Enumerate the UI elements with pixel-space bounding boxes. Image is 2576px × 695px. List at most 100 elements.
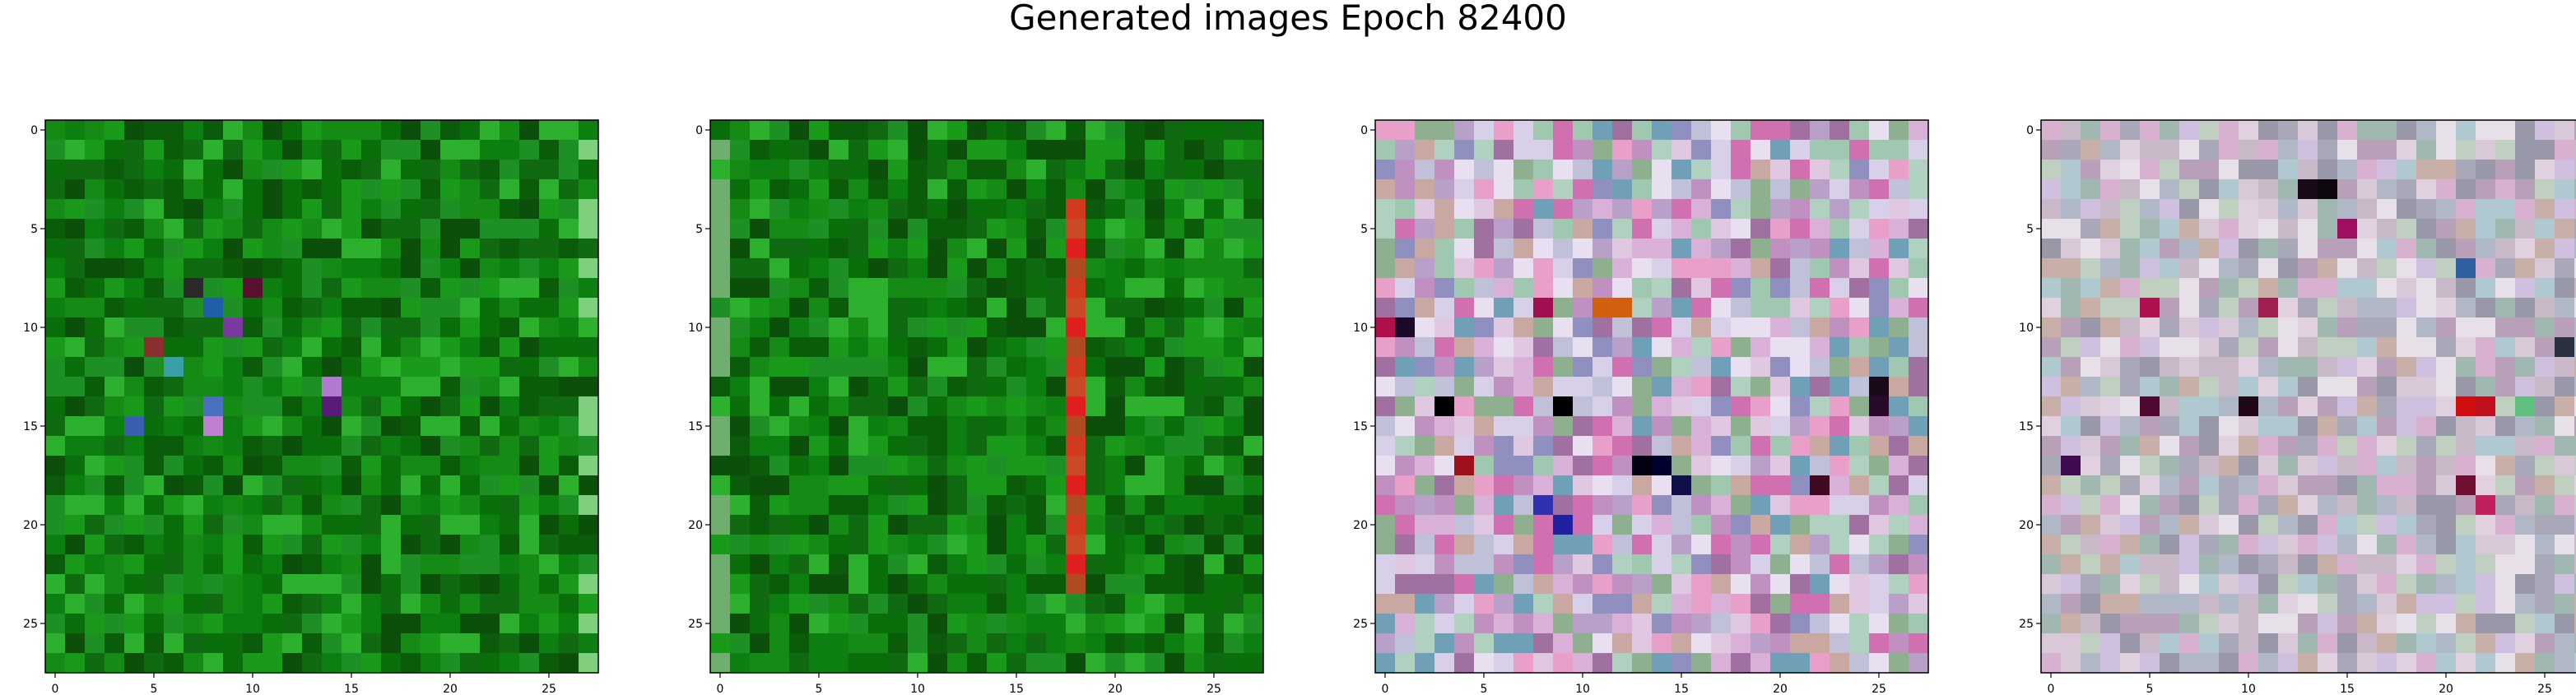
pixel-cell [967, 416, 988, 437]
pixel-cell [750, 535, 770, 555]
pixel-cell [1869, 475, 1890, 496]
pixel-cell [421, 179, 441, 200]
pixel-cell [770, 120, 790, 141]
pixel-cell [500, 298, 520, 318]
pixel-cell [124, 377, 145, 397]
pixel-cell [2258, 633, 2279, 654]
pixel-cell [928, 258, 948, 279]
pixel-cell [1105, 456, 1126, 476]
pixel-cell [928, 436, 948, 456]
pixel-cell [1533, 140, 1554, 160]
pixel-cell [164, 337, 184, 358]
pixel-cell [184, 594, 204, 614]
pixel-cell [2436, 614, 2457, 634]
pixel-cell [1810, 317, 1830, 338]
pixel-cell [500, 574, 520, 595]
pixel-cell [440, 179, 461, 200]
pixel-cell [2397, 535, 2417, 555]
pixel-cell [868, 535, 889, 555]
pixel-cell [124, 357, 145, 378]
pixel-cell [2416, 199, 2437, 220]
pixel-cell [1889, 416, 1909, 437]
pixel-cell [928, 317, 948, 338]
pixel-cell [2258, 357, 2279, 378]
pixel-cell [947, 199, 968, 220]
pixel-cell [888, 179, 909, 200]
pixel-cell [2495, 317, 2516, 338]
pixel-cell [1007, 120, 1027, 141]
pixel-cell [849, 475, 869, 496]
pixel-cell [1889, 278, 1909, 299]
y-tick-label: 15 [23, 420, 38, 433]
pixel-cell [322, 475, 342, 496]
pixel-cell [1711, 199, 1732, 220]
pixel-cell [2337, 258, 2358, 279]
pixel-cell [2337, 317, 2358, 338]
pixel-cell [1454, 633, 1475, 654]
pixel-cell [1244, 140, 1264, 160]
pixel-cell [750, 160, 770, 180]
pixel-cell [361, 653, 382, 674]
pixel-cell [539, 357, 560, 378]
pixel-cell [1224, 317, 1244, 338]
pixel-cell [519, 357, 540, 378]
pixel-cell [1652, 614, 1672, 634]
pixel-cell [710, 495, 731, 516]
y-tick-label: 25 [1353, 618, 1368, 631]
pixel-cell [2081, 436, 2101, 456]
pixel-cell [1026, 317, 1047, 338]
pixel-cell [2199, 337, 2220, 358]
pixel-cell [2278, 160, 2299, 180]
pixel-cell [2495, 298, 2516, 318]
pixel-cell [1810, 219, 1830, 239]
pixel-cell [1224, 298, 1244, 318]
pixel-cell [888, 317, 909, 338]
pixel-cell [124, 495, 145, 516]
pixel-cell [1224, 179, 1244, 200]
pixel-cell [1909, 554, 1929, 575]
pixel-cell [2574, 377, 2576, 397]
pixel-cell [2357, 633, 2378, 654]
pixel-cell [1573, 239, 1593, 259]
pixel-cell [1375, 219, 1396, 239]
pixel-cell [144, 416, 165, 437]
pixel-cell [2041, 120, 2062, 141]
pixel-cell [1790, 219, 1811, 239]
pixel-cell [2337, 515, 2358, 535]
pixel-cell [770, 456, 790, 476]
pixel-cell [2397, 357, 2417, 378]
pixel-cell [85, 594, 105, 614]
pixel-cell [809, 594, 830, 614]
pixel-cell [480, 258, 500, 279]
pixel-cell [1125, 239, 1146, 259]
pixel-cell [987, 179, 1007, 200]
pixel-cell [2298, 298, 2318, 318]
pixel-cell [559, 456, 579, 476]
pixel-cell [1514, 574, 1534, 595]
pixel-cell [1652, 239, 1672, 259]
pixel-cell [381, 337, 402, 358]
pixel-cell [381, 120, 402, 141]
pixel-cell [361, 515, 382, 535]
pixel-cell [421, 594, 441, 614]
pixel-cell [2081, 239, 2101, 259]
pixel-cell [1672, 653, 1692, 674]
pixel-cell [65, 456, 86, 476]
pixel-cell [2140, 357, 2160, 378]
pixel-cell [1632, 614, 1653, 634]
pixel-cell [1224, 377, 1244, 397]
pixel-cell [164, 377, 184, 397]
pixel-cell [1810, 416, 1830, 437]
pixel-cell [1672, 239, 1692, 259]
pixel-cell [1046, 633, 1067, 654]
pixel-cell [1007, 298, 1027, 318]
pixel-cell [45, 594, 66, 614]
pixel-cell [1711, 298, 1732, 318]
pixel-cell [1494, 298, 1514, 318]
pixel-cell [2199, 436, 2220, 456]
pixel-cell [2239, 574, 2259, 595]
pixel-cell [1474, 317, 1495, 338]
pixel-cell [1514, 515, 1534, 535]
pixel-cell [1830, 337, 1850, 358]
pixel-cell [1909, 337, 1929, 358]
